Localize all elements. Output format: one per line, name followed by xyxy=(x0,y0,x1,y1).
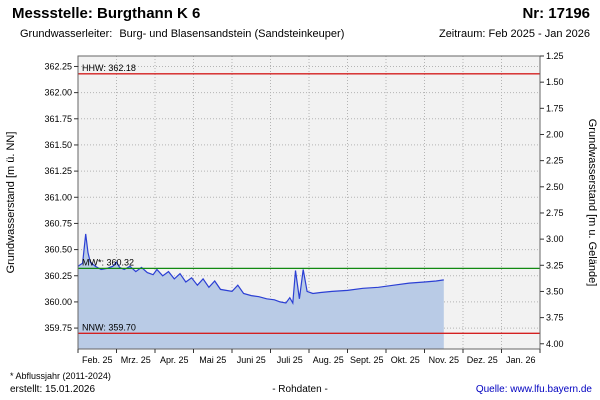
y-left-tick-label: 361.75 xyxy=(44,114,72,124)
series-line xyxy=(77,233,444,305)
x-tick-label: Feb. 25 xyxy=(82,355,113,365)
y-left-tick-label: 360.25 xyxy=(44,271,72,281)
gridlines xyxy=(78,56,540,349)
ref-label-mw: MW*: 360.32 xyxy=(82,257,134,267)
y-right-tick-label: 2.50 xyxy=(546,182,564,192)
data-type-label: - Rohdaten - xyxy=(272,384,328,395)
y-right-tick-label: 1.50 xyxy=(546,77,564,87)
source-link[interactable]: www.lfu.bayern.de xyxy=(510,384,592,395)
x-tick-label: Apr. 25 xyxy=(160,355,189,365)
title-bar: Messstelle: Burgthann K 6 Nr: 17196 xyxy=(12,5,590,22)
x-tick-label: Mai 25 xyxy=(199,355,226,365)
y-right-tick-label: 2.75 xyxy=(546,208,564,218)
x-tick-label: Dez. 25 xyxy=(467,355,498,365)
source: Quelle: www.lfu.bayern.de xyxy=(476,384,592,395)
series-area xyxy=(78,233,444,349)
station-number: Nr: 17196 xyxy=(522,5,590,22)
y-left-tick-label: 361.50 xyxy=(44,140,72,150)
page-title: Messstelle: Burgthann K 6 xyxy=(12,5,201,22)
x-tick-label: Nov. 25 xyxy=(429,355,459,365)
y-right-tick-label: 2.00 xyxy=(546,130,564,140)
y-left-tick-label: 362.00 xyxy=(44,88,72,98)
x-tick-label: Juli 25 xyxy=(277,355,303,365)
y-left-tick-label: 360.50 xyxy=(44,245,72,255)
aquifer-value: Burg- und Blasensandstein (Sandsteinkeup… xyxy=(119,28,345,40)
y-left-tick-label: 361.25 xyxy=(44,166,72,176)
x-tick-label: Jan. 26 xyxy=(506,355,536,365)
y-right-tick-label: 3.75 xyxy=(546,313,564,323)
y-right-tick-label: 2.25 xyxy=(546,156,564,166)
y-left-tick-label: 361.00 xyxy=(44,192,72,202)
y-left-tick-label: 362.25 xyxy=(44,62,72,72)
footnote: * Abflussjahr (2011-2024) xyxy=(10,371,111,381)
y-right-axis-title: Grundwasserstand [m u. Gelände] xyxy=(586,119,598,287)
y-right-tick-label: 3.50 xyxy=(546,286,564,296)
y-right-tick-label: 1.25 xyxy=(546,51,564,61)
ref-label-nnw: NNW: 359.70 xyxy=(82,322,136,332)
y-right-tick-label: 4.00 xyxy=(546,339,564,349)
x-tick-label: Aug. 25 xyxy=(313,355,344,365)
period-label: Zeitraum: Feb 2025 - Jan 2026 xyxy=(438,28,590,40)
x-tick-label: Sept. 25 xyxy=(350,355,384,365)
x-tick-label: Juni 25 xyxy=(237,355,266,365)
created-date: erstellt: 15.01.2026 xyxy=(10,384,96,395)
chart-canvas: HHW: 362.18 MW*: 360.32 NNW: 359.70 359.75 3… xyxy=(5,51,598,365)
source-label: Quelle: xyxy=(475,384,508,395)
subtitle-bar: Grundwasserleiter: Burg- und Blasensands… xyxy=(20,28,590,40)
y-left-axis-title: Grundwasserstand [m ü. NN] xyxy=(5,132,17,274)
ref-label-hhw: HHW: 362.18 xyxy=(82,63,136,73)
groundwater-level-chart: HHW: 362.18 MW*: 360.32 NNW: 359.70 359.75 3… xyxy=(0,44,600,371)
y-left-tick-label: 360.00 xyxy=(44,297,72,307)
y-right-tick-label: 3.25 xyxy=(546,260,564,270)
aquifer-label: Grundwasserleiter: xyxy=(20,28,113,40)
y-right-tick-label: 3.00 xyxy=(546,234,564,244)
y-left-tick-label: 359.75 xyxy=(44,323,72,333)
x-tick-label: Okt. 25 xyxy=(391,355,420,365)
y-left-tick-label: 360.75 xyxy=(44,218,72,228)
y-right-tick-label: 1.75 xyxy=(546,103,564,113)
x-tick-label: Mrz. 25 xyxy=(121,355,151,365)
